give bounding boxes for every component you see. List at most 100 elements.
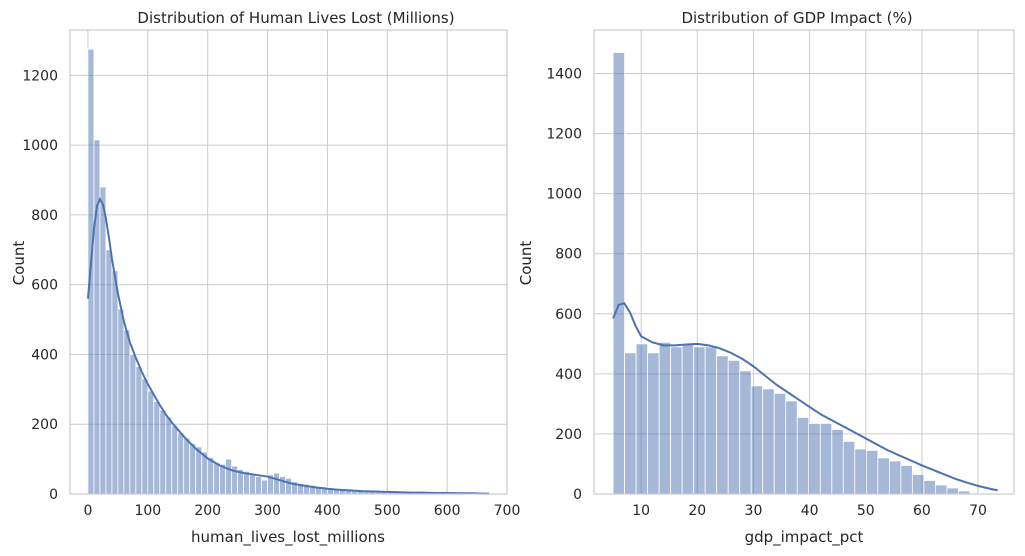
- histogram-bar: [225, 458, 233, 495]
- ylabel-right: Count: [517, 241, 535, 286]
- histogram-bar: [207, 456, 215, 495]
- histogram-bar: [135, 366, 143, 495]
- histogram-bar: [819, 423, 833, 495]
- histogram-bar: [716, 355, 729, 495]
- y-tick-label: 600: [555, 307, 582, 323]
- panel-right: Distribution of GDP Impact (%) 10 20 30 40 5…: [517, 9, 1015, 547]
- histogram-bar: [773, 392, 787, 495]
- ticks-right: 10 20 30 40 50 60 70 0 200 400 600 800 1000 1200 1400: [546, 67, 987, 519]
- y-tick-label: 0: [573, 487, 582, 503]
- histogram-bar: [739, 370, 752, 495]
- histogram-bar: [129, 354, 137, 495]
- histogram-bar: [249, 474, 256, 495]
- histogram-bar: [670, 346, 683, 495]
- histogram-bar: [647, 352, 660, 495]
- y-tick-label: 400: [555, 367, 582, 383]
- histogram-bar: [877, 457, 890, 495]
- y-tick-label: 800: [31, 208, 58, 224]
- histogram-bar: [213, 462, 221, 495]
- histogram-bar: [111, 270, 119, 495]
- histogram-bar: [159, 409, 167, 495]
- histogram-bar: [750, 385, 764, 495]
- x-tick-label: 20: [688, 503, 706, 519]
- histogram-bar: [888, 460, 902, 495]
- y-tick-label: 0: [49, 487, 58, 503]
- x-tick-label: 40: [801, 503, 819, 519]
- histogram-bar: [285, 477, 292, 495]
- histogram-bar: [171, 425, 179, 495]
- x-tick-label: 600: [434, 503, 461, 519]
- histogram-bar: [934, 484, 948, 495]
- histogram-bar: [808, 423, 821, 495]
- histogram-bar: [153, 401, 161, 495]
- histogram-bar: [93, 139, 101, 495]
- histogram-bar: [796, 417, 810, 495]
- bars-right: [612, 52, 971, 495]
- xlabel-right: gdp_impact_pct: [745, 528, 864, 547]
- histogram-bar: [704, 346, 718, 495]
- kde-line-left: [86, 196, 490, 495]
- y-tick-label: 200: [555, 427, 582, 443]
- histogram-bar: [900, 465, 913, 495]
- frame-right: [593, 29, 1015, 495]
- title-right: Distribution of GDP Impact (%): [681, 9, 912, 27]
- histogram-bar: [255, 476, 262, 495]
- histogram-bar: [147, 390, 155, 495]
- x-tick-label: 60: [913, 503, 931, 519]
- x-tick-label: 70: [969, 503, 987, 519]
- histogram-bar: [635, 343, 649, 495]
- y-tick-label: 1200: [22, 68, 58, 84]
- histogram-bar: [612, 52, 626, 495]
- histogram-bar: [923, 480, 936, 495]
- histogram-bar: [117, 308, 125, 495]
- x-tick-label: 500: [374, 503, 401, 519]
- grid-left: [70, 30, 508, 495]
- x-tick-label: 700: [494, 503, 521, 519]
- histogram-bar: [273, 472, 280, 495]
- y-tick-label: 200: [31, 417, 58, 433]
- xlabel-left: human_lives_lost_millions: [191, 528, 385, 547]
- y-tick-label: 400: [31, 347, 58, 363]
- histogram-bar: [141, 378, 149, 495]
- y-tick-label: 1000: [22, 138, 58, 154]
- x-tick-label: 300: [254, 503, 281, 519]
- kde-line-right: [612, 302, 998, 492]
- histogram-bar: [279, 476, 286, 495]
- histogram-bar: [727, 359, 741, 495]
- histogram-bar: [189, 443, 197, 495]
- histogram-bar: [219, 463, 227, 495]
- histogram-bar: [658, 341, 672, 495]
- histogram-bar: [123, 329, 131, 495]
- histogram-bar: [785, 400, 798, 495]
- histogram-bar: [177, 432, 185, 495]
- y-tick-label: 800: [555, 247, 582, 263]
- x-tick-label: 100: [134, 503, 161, 519]
- histogram-bar: [165, 416, 173, 495]
- y-tick-label: 1000: [546, 187, 582, 203]
- histogram-bar: [99, 186, 107, 495]
- x-tick-label: 0: [83, 503, 92, 519]
- histogram-bar: [946, 487, 959, 495]
- y-tick-label: 600: [31, 278, 58, 294]
- y-tick-label: 1200: [546, 127, 582, 143]
- x-tick-label: 10: [632, 503, 650, 519]
- histogram-bar: [865, 450, 879, 495]
- histogram-bar: [831, 429, 844, 495]
- histogram-bar: [624, 352, 637, 495]
- histogram-bar: [762, 388, 775, 495]
- histogram-bar: [693, 346, 706, 495]
- ylabel-left: Count: [10, 241, 28, 286]
- x-tick-label: 30: [745, 503, 763, 519]
- histogram-bar: [681, 343, 695, 495]
- title-left: Distribution of Human Lives Lost (Millio…: [137, 9, 454, 27]
- histogram-bar: [842, 441, 856, 495]
- x-tick-label: 200: [194, 503, 221, 519]
- y-tick-label: 1400: [546, 67, 582, 83]
- x-tick-label: 50: [857, 503, 875, 519]
- histogram-bar: [854, 448, 867, 495]
- histogram-bar: [911, 474, 925, 495]
- panel-left: Distribution of Human Lives Lost (Millio…: [10, 9, 520, 547]
- x-tick-label: 400: [314, 503, 341, 519]
- histogram-bar: [261, 479, 268, 495]
